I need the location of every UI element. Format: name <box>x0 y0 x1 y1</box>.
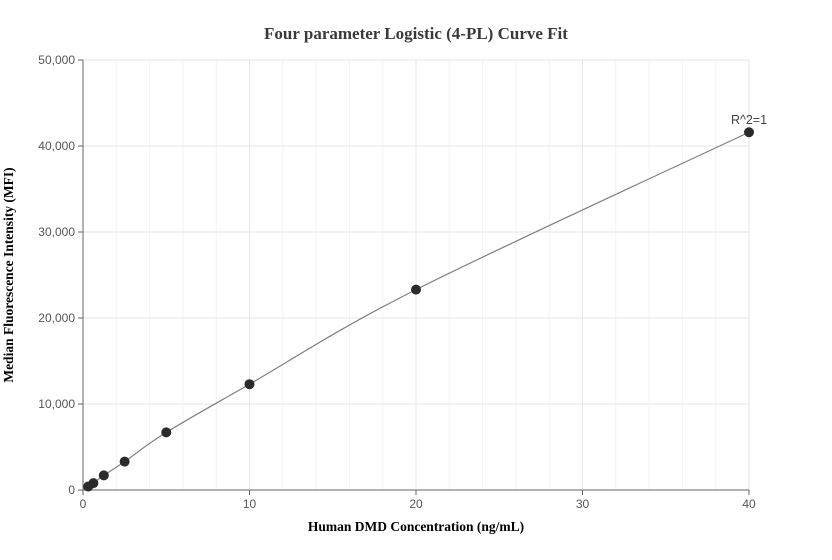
r-squared-annotation: R^2=1 <box>731 113 767 127</box>
x-tick-label: 40 <box>742 497 756 511</box>
y-tick-label: 10,000 <box>38 397 75 411</box>
data-point <box>244 379 255 390</box>
data-point <box>88 478 99 489</box>
y-tick-label: 0 <box>68 483 75 497</box>
grid <box>83 59 750 490</box>
y-axis-title: Median Fluorescence Intensity (MFI) <box>1 167 16 382</box>
data-points <box>83 127 754 492</box>
y-tick-label: 20,000 <box>38 311 75 325</box>
data-point <box>161 427 172 438</box>
data-point <box>411 284 421 295</box>
x-tick-label: 30 <box>576 497 590 511</box>
x-tick-label: 20 <box>409 497 423 511</box>
data-point <box>744 127 754 138</box>
y-tick-label: 30,000 <box>38 225 75 239</box>
data-point <box>98 470 109 481</box>
y-tick-label: 50,000 <box>38 53 75 67</box>
tick-labels: 0 10,000 20,000 30,000 40,000 50,000 0 10 20 30 40 <box>38 53 756 511</box>
data-point <box>119 456 130 467</box>
x-tick-label: 10 <box>243 497 257 511</box>
chart-title: Four parameter Logistic (4-PL) Curve Fit <box>264 24 568 43</box>
x-tick-label: 0 <box>80 497 87 511</box>
y-tick-label: 40,000 <box>38 139 75 153</box>
x-axis-title: Human DMD Concentration (ng/mL) <box>308 519 524 534</box>
axes <box>78 59 750 495</box>
